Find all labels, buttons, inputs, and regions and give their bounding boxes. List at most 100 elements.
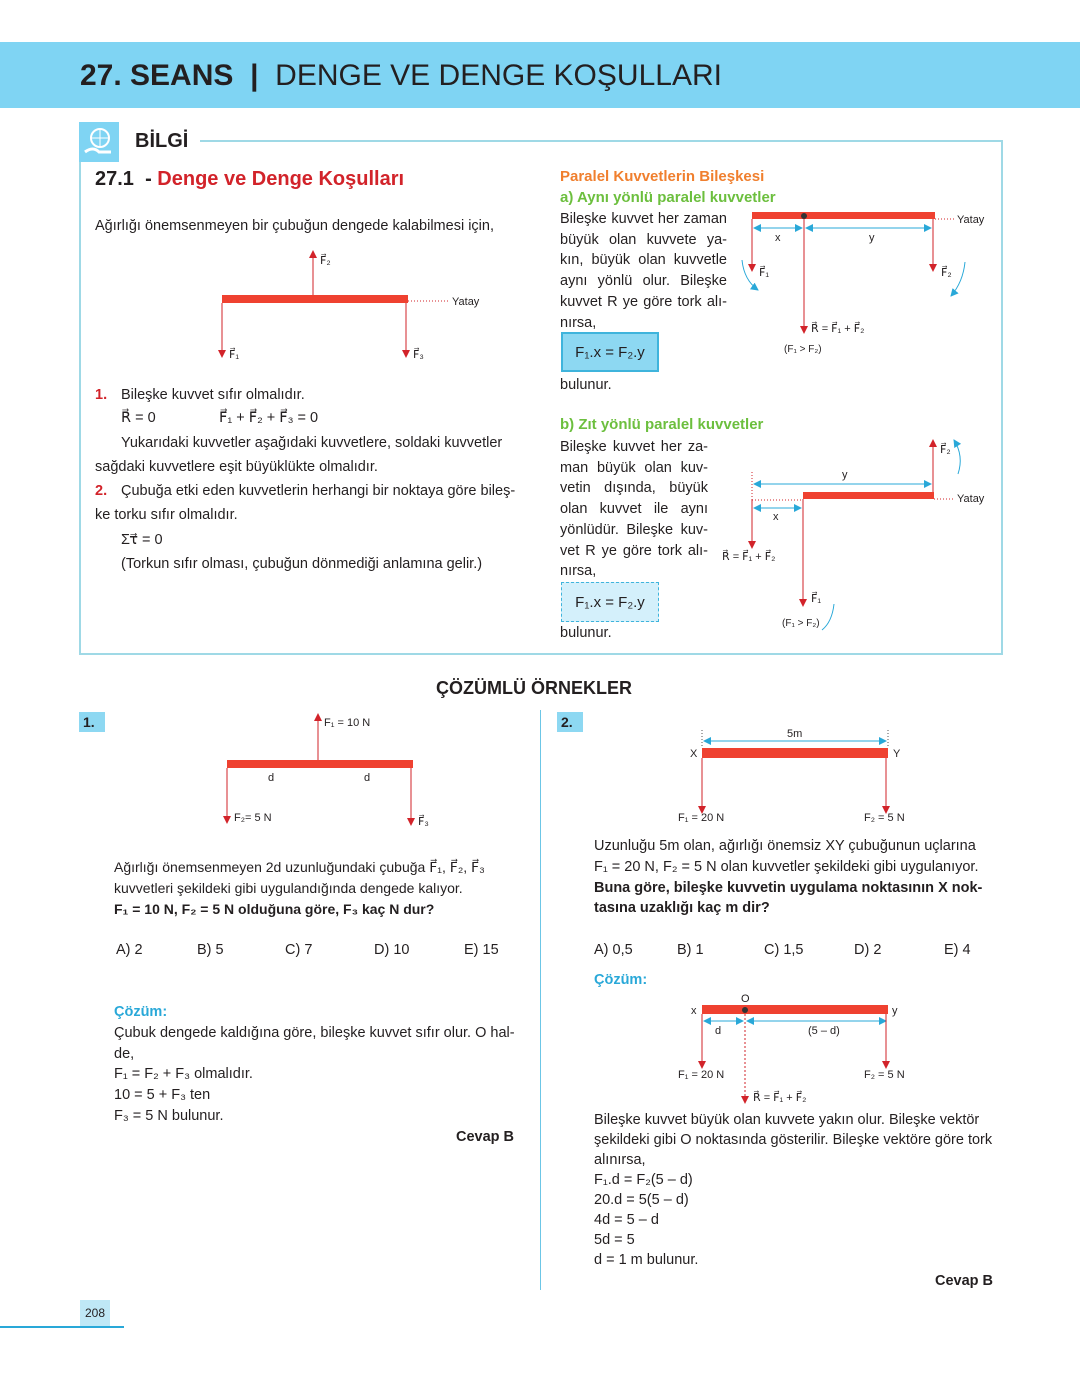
column-divider [540,710,541,1290]
answer-option: A) 2 [116,942,143,958]
solution-label: Çözüm: [114,1004,168,1020]
opposite-direction-diagram: y x F⃗₂ R⃗ = F⃗₁ + F⃗₂ F⃗₁ (F₁ > F₂) Yat… [722,439,985,631]
body-line: büyük olan kuvvete ya- [560,231,727,248]
answer-option: D) 10 [374,942,410,958]
item-number: 1. [95,387,108,403]
page-number: 208 [80,1300,110,1326]
rotation-arrow [821,603,835,631]
solution-line: Bileşke kuvvet büyük olan kuvvete yakın … [594,1112,980,1128]
body-line: nırsa, [560,314,597,331]
formula-box: F₁.x = F₂.y [561,582,659,622]
section-dash: - [145,168,152,190]
question-bold: tasına uzaklığı kaç m dir? [594,900,770,916]
label-f2: F⃗₂ [940,442,951,456]
label-y: y [842,469,848,481]
body-line: vetin dışında, büyük [560,480,708,497]
body-line: aynı yönlü olur. Bileşke [560,273,727,290]
label-f2: F₂ = 5 N [864,812,905,824]
body-line: vet R ye göre tork alı- [560,542,708,559]
parallel-title: Paralel Kuvvetlerin Bileşkesi [560,168,765,185]
solution-line: 10 = 5 + F₃ ten [114,1087,211,1104]
pivot-point [801,213,807,219]
same-direction-diagram: x y F⃗₁ F⃗₂ R⃗ = F⃗₁ + F⃗₂ (F₁ > F₂) Yat… [741,212,985,355]
info-label: BİLGİ [135,130,189,152]
header-band [0,42,1080,108]
solution-line: 5d = 5 [594,1232,635,1248]
label-horizontal: Yatay [957,214,985,226]
label-f1: F⃗₁ [229,347,239,361]
globe-hand-icon [79,122,119,162]
label-d: d [715,1025,721,1037]
after-text: bulunur. [560,377,612,393]
label-f1: F₁ = 20 N [678,812,724,824]
info-box [79,140,1003,655]
intro-text: Ağırlığı önemsenmeyen bir çubuğun denged… [95,218,494,234]
page-number-line [0,1326,124,1328]
item-number: 2. [95,483,108,499]
label-resultant: R⃗ = F⃗₁ + F⃗₂ [753,1090,806,1104]
label-x: x [691,1005,697,1017]
after-text: bulunur. [560,625,612,641]
answer-option: B) 5 [197,942,224,958]
label-y: Y [893,748,901,760]
solution-line: Çubuk dengede kaldığına göre, bileşke ku… [114,1025,515,1041]
section-title: Denge ve Denge Koşulları [157,168,405,190]
body-line: kuvvet R ye göre tork alı- [560,293,727,310]
separator: | [250,59,259,92]
label-f2: F₂ = 5 N [864,1069,905,1081]
question-line: Ağırlığı önemsenmeyen 2d uzunluğundaki ç… [114,859,485,875]
label-y: y [869,232,875,244]
rotation-arrow [950,261,966,297]
example2-solution-diagram: O x y d (5 – d) F₁ = 20 N F₂ = 5 N R⃗ = … [678,993,905,1104]
answer: Cevap B [456,1129,515,1145]
answer-option: E) 4 [944,942,971,958]
example1-diagram: F₁ = 10 N d d F₂= 5 N F⃗₃ [223,713,429,828]
question-bold: F₁ = 10 N, F₂ = 5 N olduğuna göre, F₃ ka… [114,901,435,917]
question-bold: Buna göre, bileşke kuvvetin uygulama nok… [594,880,983,896]
rod [702,748,888,758]
label-o: O [741,993,750,1005]
body-line: nırsa, [560,563,597,580]
info-line: R⃗ = 0 [121,410,156,426]
example-number-badge: 1. [79,712,105,732]
examples-title: ÇÖZÜMLÜ ÖRNEKLER [436,678,632,698]
label-f2: F⃗₂ [320,253,331,267]
solution-line: 4d = 5 – d [594,1212,659,1228]
label-f2: F₂= 5 N [234,812,272,824]
question-line: Uzunluğu 5m olan, ağırlığı önemsiz XY çu… [594,838,976,854]
body-line: yönlüdür. Bileşke kuv- [560,521,708,538]
info-line: (Torkun sıfır olması, çubuğun dönmediği … [121,556,483,572]
label-f1: F₁ = 10 N [324,717,370,729]
formula-box: F₁.x = F₂.y [561,332,659,372]
session-title: DENGE VE DENGE KOŞULLARI [275,59,722,92]
body-line: kın, büyük olan kuvvetle [560,252,727,269]
equilibrium-diagram: F⃗₂ F⃗₁ F⃗₃ Yatay [218,250,480,361]
body-line: man büyük olan kuv- [560,459,708,476]
answer: Cevap B [935,1273,994,1289]
example-number-badge: 2. [557,712,583,732]
body-line: Bileşke kuvvet her zaman [560,211,727,227]
answer-option: D) 2 [854,942,882,958]
label-f3: F⃗₃ [418,814,429,828]
solution-line: de, [114,1045,135,1062]
session-number: 27. SEANS [80,59,234,92]
label-f2: F⃗₂ [941,265,952,279]
label-f3: F⃗₃ [413,347,424,361]
subsection-a-title: a) Aynı yönlü paralel kuvvetler [560,189,776,206]
solution-line: alınırsa, [594,1152,646,1168]
info-line: Yukarıdaki kuvvetler aşağıdaki kuvvetler… [121,435,503,451]
label-resultant: R⃗ = F⃗₁ + F⃗₂ [722,549,775,563]
section-heading: 27.1 - Denge ve Denge Koşulları [95,168,404,191]
divider [200,140,1003,142]
body-line: olan kuvvet ile aynı [560,501,708,518]
rod [222,295,408,303]
question-line: F₁ = 20 N, F₂ = 5 N olan kuvvetler şekil… [594,859,979,875]
rod [752,212,935,219]
info-line: ke torku sıfır olmalıdır. [95,507,238,523]
label-rest: (5 – d) [808,1025,840,1037]
label-horizontal: Yatay [957,493,985,505]
label-x: x [775,232,781,244]
label-horizontal: Yatay [452,296,480,308]
info-line: F⃗₁ + F⃗₂ + F⃗₃ = 0 [219,410,319,426]
label-f1: F⃗₁ [811,591,821,605]
